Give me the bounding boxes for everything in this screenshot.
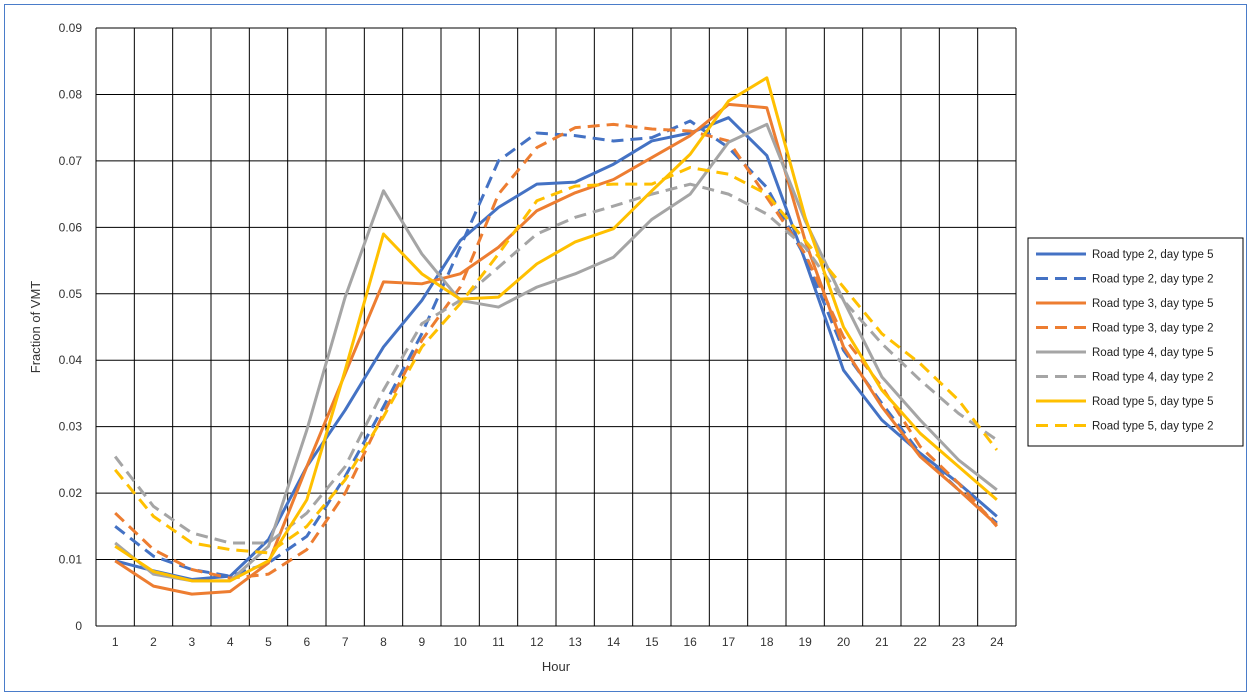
legend-label: Road type 5, day type 2 (1092, 421, 1213, 433)
legend: Road type 2, day type 5 Road type 2, day … (1027, 237, 1244, 447)
series-line (114, 102, 998, 596)
x-tick-label: 5 (265, 635, 272, 649)
x-tick-label: 9 (418, 635, 425, 649)
y-tick-label: 0.02 (59, 486, 83, 500)
legend-label: Road type 2, day type 5 (1092, 249, 1213, 261)
y-tick-label: 0.04 (59, 353, 83, 367)
series-line (113, 182, 998, 545)
x-tick-label: 13 (568, 635, 582, 649)
x-tick-label: 4 (227, 635, 234, 649)
legend-box (1027, 237, 1244, 447)
x-tick-label: 12 (530, 635, 544, 649)
x-tick-label: 23 (952, 635, 966, 649)
x-tick-label: 15 (645, 635, 659, 649)
y-axis-title: Fraction of VMT (28, 281, 43, 374)
x-tick-label: 2 (150, 635, 157, 649)
y-tick-label: 0.06 (59, 220, 83, 234)
series-line (114, 166, 999, 555)
x-tick-label: 7 (342, 635, 349, 649)
legend-label: Road type 4, day type 5 (1092, 347, 1213, 359)
y-tick-label: 0.08 (59, 87, 83, 101)
x-tick-label: 21 (875, 635, 889, 649)
x-tick-label: 16 (683, 635, 697, 649)
x-tick-label: 22 (913, 635, 927, 649)
x-tick-label: 3 (188, 635, 195, 649)
legend-label: Road type 3, day type 2 (1092, 323, 1213, 335)
x-tick-label: 11 (492, 635, 505, 649)
series-line (114, 116, 998, 581)
y-tick-label: 0.01 (59, 553, 83, 567)
y-tick-label: 0.07 (59, 154, 83, 168)
x-axis-title: Hour (542, 659, 571, 674)
series-line (114, 122, 998, 580)
y-tick-label: 0.09 (59, 21, 83, 35)
grid (95, 27, 1017, 627)
y-tick-label: 0.05 (59, 287, 83, 301)
x-tick-label: 20 (837, 635, 851, 649)
series-lines (113, 76, 999, 596)
x-tick-label: 1 (112, 635, 119, 649)
legend-label: Road type 3, day type 5 (1092, 298, 1213, 310)
y-tick-label: 0.03 (59, 420, 83, 434)
y-tick-label: 0 (75, 619, 82, 633)
x-tick-label: 6 (303, 635, 310, 649)
legend-label: Road type 2, day type 2 (1092, 274, 1213, 286)
series-line (114, 76, 998, 583)
x-tick-label: 19 (798, 635, 812, 649)
legend-label: Road type 5, day type 5 (1092, 396, 1213, 408)
x-tick-label: 18 (760, 635, 774, 649)
x-tick-label: 14 (607, 635, 621, 649)
x-tick-label: 10 (453, 635, 467, 649)
x-tick-label: 8 (380, 635, 387, 649)
x-tick-label: 24 (990, 635, 1004, 649)
x-tick-label: 17 (722, 635, 736, 649)
y-tick-labels: 0 0.01 0.02 0.03 0.04 0.05 0.06 0.07 0.08 0.09 (59, 21, 83, 633)
legend-label: Road type 4, day type 2 (1092, 372, 1213, 384)
x-tick-labels: 1 2 3 4 5 6 7 8 9 10 11 12 13 14 15 16 17 18 19 20 21 22 23 24 (112, 635, 1004, 649)
